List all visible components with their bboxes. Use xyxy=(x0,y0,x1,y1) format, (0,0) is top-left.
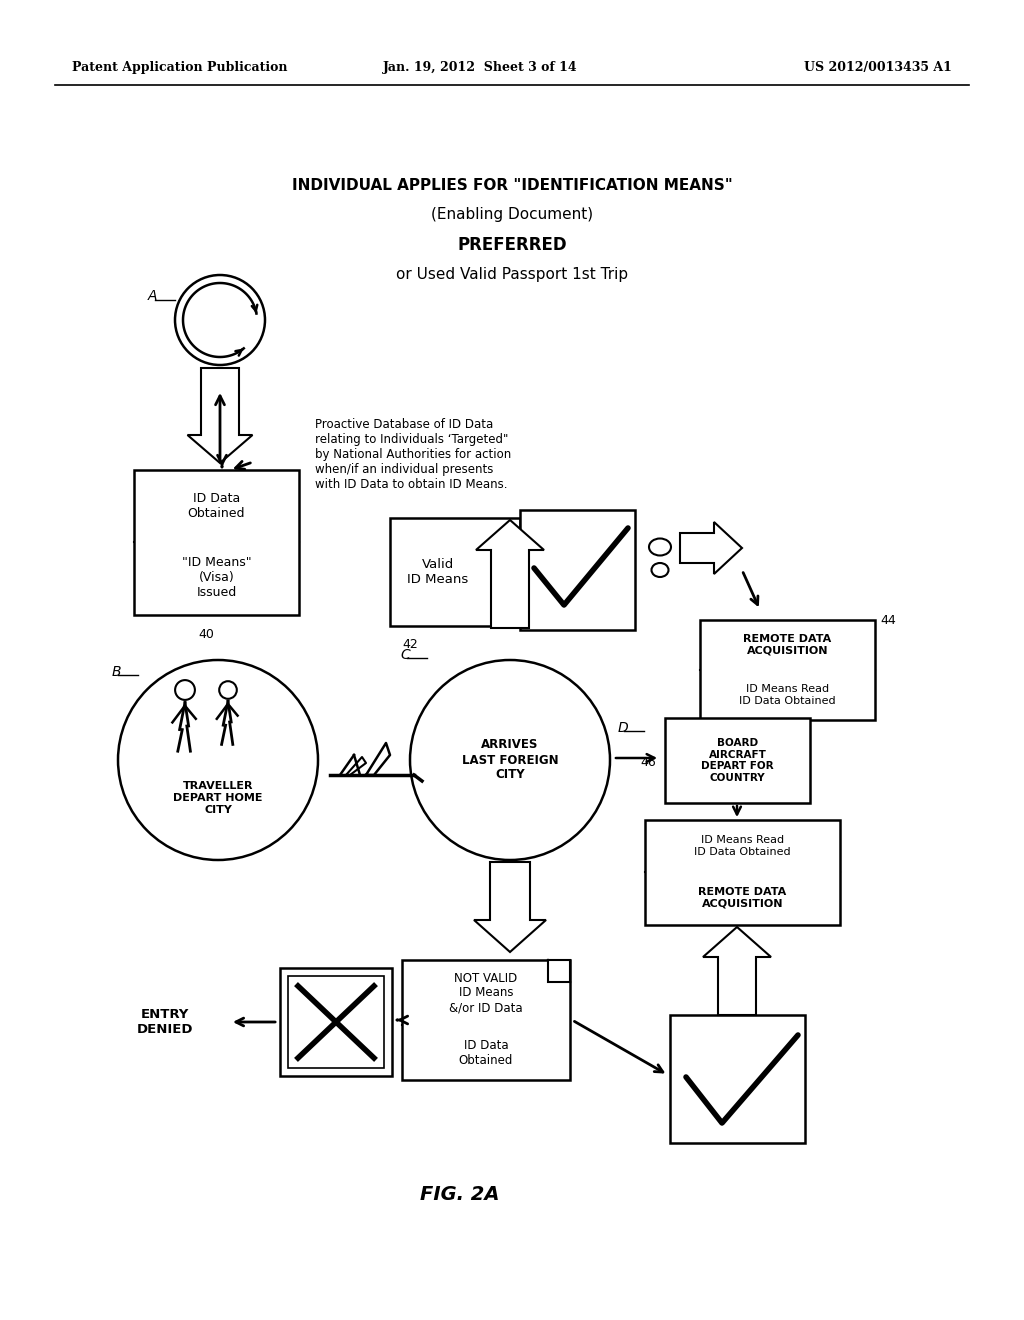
Text: Jan. 19, 2012  Sheet 3 of 14: Jan. 19, 2012 Sheet 3 of 14 xyxy=(383,62,578,74)
Text: D: D xyxy=(618,721,629,735)
Bar xyxy=(548,960,570,982)
Text: PREFERRED: PREFERRED xyxy=(457,236,567,253)
Text: ENTRY
DENIED: ENTRY DENIED xyxy=(137,1008,194,1036)
Text: US 2012/0013435 A1: US 2012/0013435 A1 xyxy=(804,62,952,74)
Bar xyxy=(288,975,384,1068)
Text: Proactive Database of ID Data
relating to Individuals ‘Targeted"
by National Aut: Proactive Database of ID Data relating t… xyxy=(315,418,511,491)
FancyArrow shape xyxy=(680,521,742,574)
Text: NOT VALID
ID Means
&/or ID Data: NOT VALID ID Means &/or ID Data xyxy=(450,972,523,1015)
FancyArrow shape xyxy=(476,520,544,628)
Text: 44: 44 xyxy=(880,614,896,627)
Text: 46: 46 xyxy=(640,755,655,768)
Text: 42: 42 xyxy=(402,638,418,651)
Text: BOARD
AIRCRAFT
DEPART FOR
COUNTRY: BOARD AIRCRAFT DEPART FOR COUNTRY xyxy=(701,738,774,783)
Circle shape xyxy=(219,681,237,698)
Text: 40: 40 xyxy=(199,628,214,642)
Circle shape xyxy=(118,660,318,861)
Text: or Used Valid Passport 1st Trip: or Used Valid Passport 1st Trip xyxy=(396,268,628,282)
FancyArrow shape xyxy=(187,368,253,463)
Text: ARRIVES
LAST FOREIGN
CITY: ARRIVES LAST FOREIGN CITY xyxy=(462,738,558,781)
Bar xyxy=(390,517,520,626)
Text: "ID Means"
(Visa)
Issued: "ID Means" (Visa) Issued xyxy=(181,557,251,599)
Bar xyxy=(665,718,810,803)
Text: ID Data
Obtained: ID Data Obtained xyxy=(459,1039,513,1067)
Text: REMOTE DATA
ACQUISITION: REMOTE DATA ACQUISITION xyxy=(743,634,831,656)
Bar xyxy=(670,1015,805,1143)
Text: (Enabling Document): (Enabling Document) xyxy=(431,207,593,223)
Ellipse shape xyxy=(649,539,671,556)
Circle shape xyxy=(175,275,265,366)
Circle shape xyxy=(410,660,610,861)
Text: INDIVIDUAL APPLIES FOR "IDENTIFICATION MEANS": INDIVIDUAL APPLIES FOR "IDENTIFICATION M… xyxy=(292,177,732,193)
Ellipse shape xyxy=(651,564,669,577)
Bar xyxy=(520,510,635,630)
Bar xyxy=(280,968,392,1076)
Text: A: A xyxy=(148,289,158,304)
Text: REMOTE DATA
ACQUISITION: REMOTE DATA ACQUISITION xyxy=(698,887,786,908)
Text: ID Means Read
ID Data Obtained: ID Means Read ID Data Obtained xyxy=(739,684,836,706)
Polygon shape xyxy=(366,743,390,775)
Text: Valid
ID Means: Valid ID Means xyxy=(408,558,469,586)
Bar xyxy=(645,820,840,925)
Text: TRAVELLER
DEPART HOME
CITY: TRAVELLER DEPART HOME CITY xyxy=(173,781,263,814)
Bar xyxy=(402,960,570,1080)
Text: ID Means Read
ID Data Obtained: ID Means Read ID Data Obtained xyxy=(694,836,791,857)
Text: B: B xyxy=(112,665,122,678)
Text: Patent Application Publication: Patent Application Publication xyxy=(72,62,288,74)
Text: C: C xyxy=(400,648,410,663)
Polygon shape xyxy=(346,756,366,775)
FancyArrow shape xyxy=(703,927,771,1015)
Bar xyxy=(700,620,874,719)
Text: FIG. 2A: FIG. 2A xyxy=(420,1185,500,1204)
Text: ID Data
Obtained: ID Data Obtained xyxy=(187,492,246,520)
FancyArrow shape xyxy=(474,862,546,952)
Circle shape xyxy=(175,680,195,700)
Bar xyxy=(134,470,299,615)
